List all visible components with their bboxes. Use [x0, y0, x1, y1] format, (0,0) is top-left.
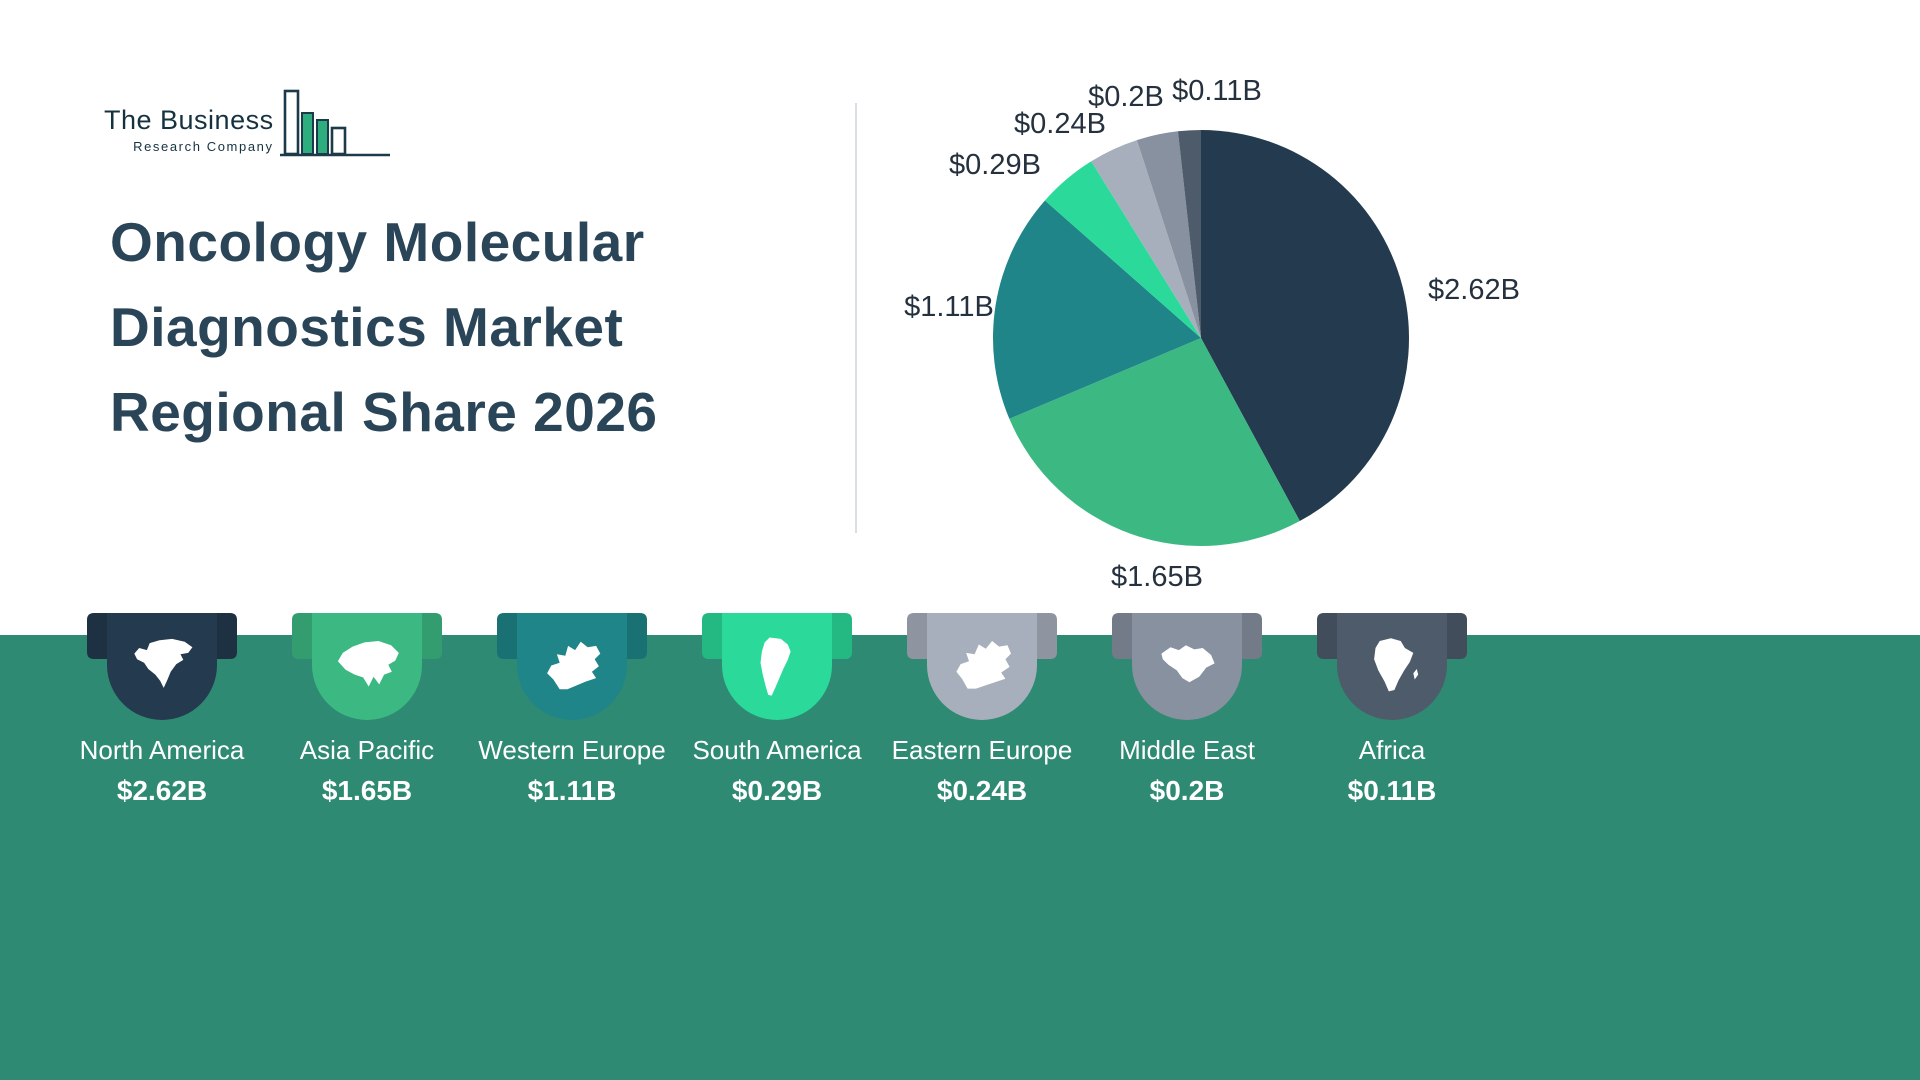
region-ribbon-badge [1317, 613, 1467, 720]
logo-company-subname: Research Company [133, 139, 274, 154]
region-value: $1.65B [321, 775, 413, 806]
logo-bar-green-1 [300, 112, 314, 155]
title-line-1: Oncology Molecular [110, 211, 645, 273]
north-america-icon [134, 638, 193, 688]
eastern-europe-icon [956, 641, 1011, 689]
pie-slice-western-europe [993, 200, 1201, 419]
region-card-north-america: North America $2.62B [67, 613, 257, 807]
region-ribbon-badge [87, 613, 237, 720]
pie-value-label-middle-east: $0.2B [1088, 81, 1164, 113]
region-ribbon-badge [497, 613, 647, 720]
logo-bar-outline-short [330, 126, 346, 156]
region-value: $0.24B [936, 775, 1028, 806]
region-ribbon-badge [292, 613, 442, 720]
pie-slice-asia-pacific [1009, 338, 1300, 547]
title-line-3: Regional Share 2026 [110, 381, 658, 443]
logo-text: The Business Research Company [104, 105, 274, 160]
region-value: $0.11B [1347, 775, 1437, 806]
pie-value-label-asia-pacific: $1.65B [1111, 561, 1203, 593]
company-logo: The Business Research Company [104, 88, 392, 160]
region-value: $0.29B [731, 775, 823, 806]
pie-value-label-eastern-europe: $0.24B [1014, 108, 1106, 140]
region-name: Africa [1358, 735, 1426, 765]
south-america-icon [760, 637, 791, 696]
region-card-eastern-europe: Eastern Europe $0.24B [887, 613, 1077, 807]
logo-bar-green-2 [315, 119, 329, 155]
title-line-2: Diagnostics Market [110, 296, 624, 358]
region-name: Eastern Europe [891, 735, 1073, 765]
region-value: $1.11B [527, 775, 617, 806]
region-card-middle-east: Middle East $0.2B [1092, 613, 1282, 807]
region-ribbon-badge [1112, 613, 1262, 720]
top-section: The Business Research Company Oncology M… [104, 75, 1520, 593]
middle-east-icon [1161, 645, 1215, 683]
pie-slice-north-america [1201, 130, 1410, 522]
pie-slice-south-america [1044, 161, 1201, 338]
region-value: $0.2B [1149, 775, 1225, 806]
region-card-western-europe: Western Europe $1.11B [477, 613, 667, 807]
region-ribbon-badge [702, 613, 852, 720]
region-card-south-america: South America $0.29B [682, 613, 872, 807]
pie-slice-eastern-europe [1091, 140, 1201, 338]
africa-icon [1374, 638, 1419, 692]
logo-company-name: The Business [104, 105, 274, 135]
pie-slice-middle-east [1136, 131, 1201, 338]
asia-pacific-icon [337, 641, 399, 687]
pie-value-label-africa: $0.11B [1172, 75, 1262, 107]
region-name: Middle East [1119, 735, 1255, 765]
western-europe-icon [547, 641, 601, 690]
pie-slice-africa [1177, 130, 1201, 338]
pie-chart: $2.62B $1.65B $1.11B $0.29B $0.24B$0.2B $0.11… [904, 75, 1520, 593]
pie-value-label-north-america: $2.62B [1428, 274, 1520, 306]
vertical-divider [855, 103, 857, 533]
region-value: $2.62B [116, 775, 208, 806]
bar-chart-logo-icon [279, 89, 390, 157]
region-ribbon-badge [907, 613, 1057, 720]
pie-value-label-south-america: $0.29B [949, 149, 1041, 181]
region-card-asia-pacific: Asia Pacific $1.65B [272, 613, 462, 807]
region-name: Western Europe [478, 735, 666, 765]
region-name: Asia Pacific [299, 735, 435, 765]
region-card-africa: Africa $0.11B [1297, 613, 1487, 807]
logo-bar-outline-tall [283, 89, 299, 156]
region-name: North America [79, 735, 245, 765]
region-name: South America [692, 735, 862, 765]
page-title: Oncology Molecular Diagnostics Market Re… [110, 200, 658, 455]
pie-value-label-western-europe: $1.11B [904, 291, 994, 323]
